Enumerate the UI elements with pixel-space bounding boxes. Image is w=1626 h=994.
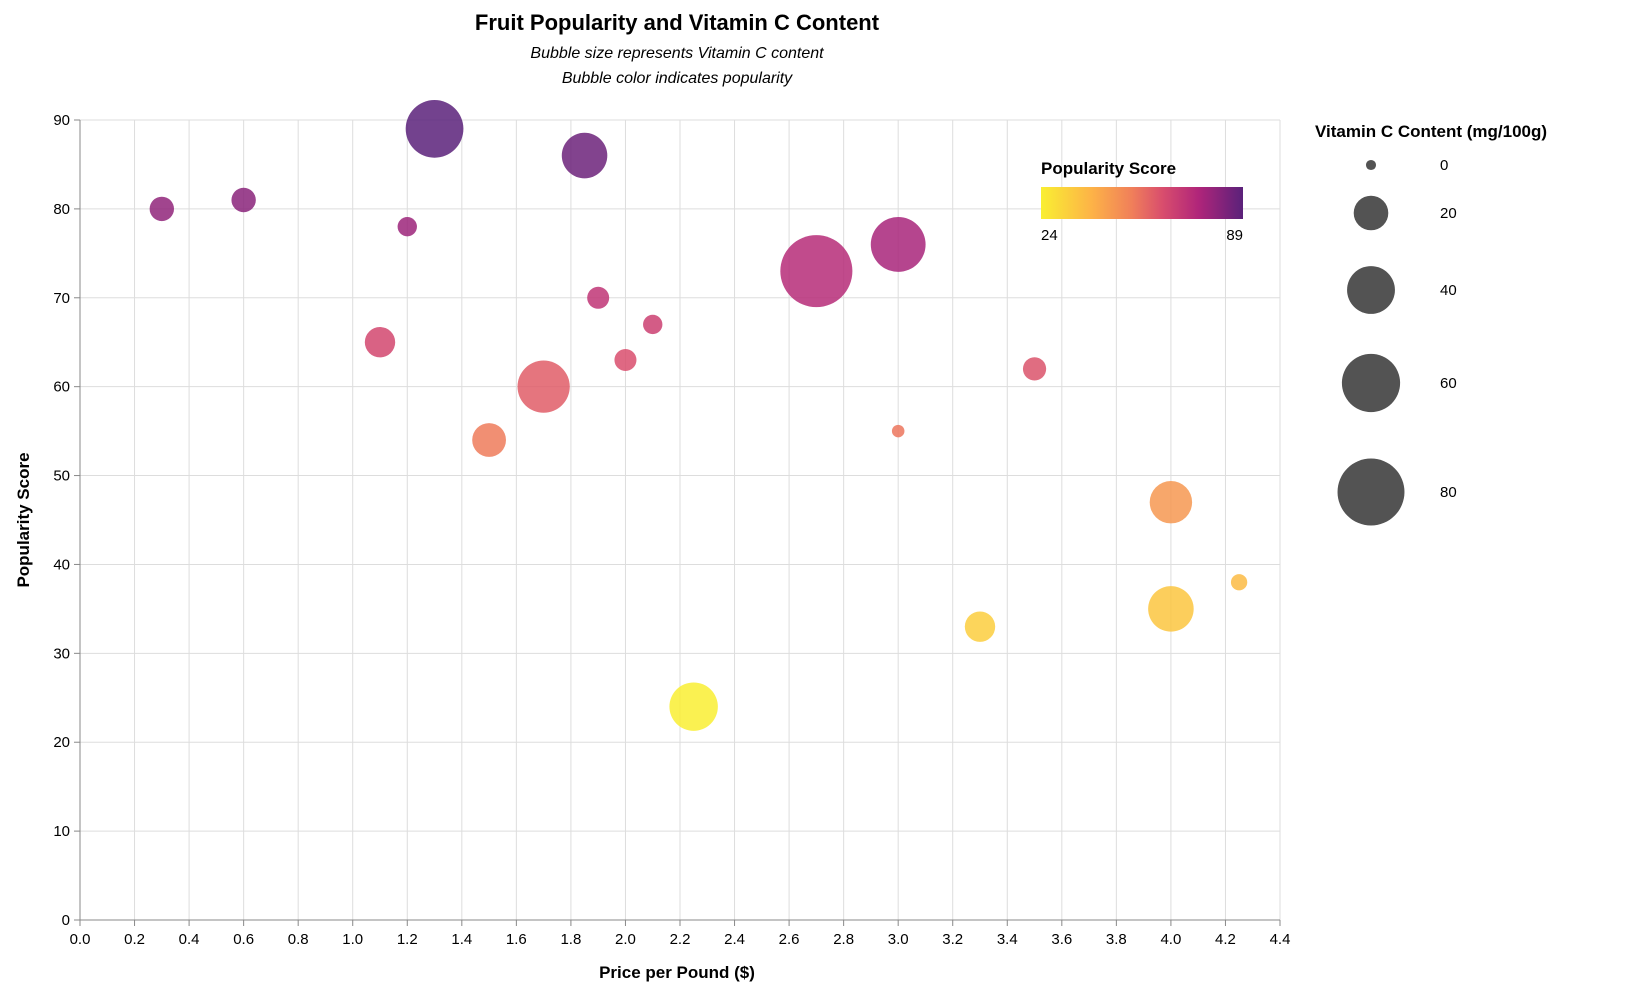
- x-tick-label: 4.2: [1215, 931, 1236, 948]
- x-gridlines: [79, 120, 1281, 920]
- size-legend: Vitamin C Content (mg/100g) 0 20 40 60 80: [1315, 122, 1547, 526]
- bubble-point: [149, 196, 175, 222]
- y-tick-label: 70: [53, 290, 70, 307]
- x-tick-label: 2.4: [724, 931, 745, 948]
- x-tick-label: 3.8: [1106, 931, 1127, 948]
- x-tick-label: 1.4: [451, 931, 472, 948]
- y-tick-label: 40: [53, 556, 70, 573]
- x-tick-label: 1.0: [342, 931, 363, 948]
- x-tick-label: 0.8: [288, 931, 309, 948]
- size-legend-bubble: [1365, 159, 1377, 171]
- x-tick-label: 4.0: [1160, 931, 1181, 948]
- chart-subtitle-line-1: Bubble size represents Vitamin C content: [530, 45, 824, 62]
- y-tick-label: 30: [53, 645, 70, 662]
- x-tick-label: 0.4: [179, 931, 200, 948]
- y-tick-label: 60: [53, 379, 70, 396]
- bubble-point: [1022, 357, 1047, 381]
- x-tick-label: 1.2: [397, 931, 418, 948]
- bubble-point: [1230, 574, 1248, 591]
- x-tick-label: 1.8: [560, 931, 581, 948]
- x-tick-label: 0.2: [124, 931, 145, 948]
- color-legend-gradient: [1041, 187, 1243, 219]
- y-tick-label: 80: [53, 201, 70, 218]
- size-legend-label: 20: [1440, 205, 1457, 222]
- y-tick-label: 50: [53, 468, 70, 485]
- size-legend-bubble: [1353, 195, 1389, 231]
- y-tick-label: 90: [53, 112, 70, 129]
- bubble-marks: [149, 100, 1248, 731]
- chart-subtitle-line-2: Bubble color indicates popularity: [562, 70, 793, 87]
- chart-title: Fruit Popularity and Vitamin C Content: [475, 10, 880, 35]
- x-tick-label: 2.0: [615, 931, 636, 948]
- x-tick-label: 3.2: [942, 931, 963, 948]
- bubble-point: [1149, 481, 1193, 524]
- x-tick-label: 2.2: [670, 931, 691, 948]
- bubble-point: [870, 217, 926, 272]
- bubble-point: [517, 360, 570, 413]
- y-tick-label: 10: [53, 823, 70, 840]
- x-tick-label: 0.0: [70, 931, 91, 948]
- x-tick-label: 3.6: [1051, 931, 1072, 948]
- bubble-point: [1148, 586, 1194, 632]
- bubble-point: [405, 100, 464, 158]
- x-axis-label: Price per Pound ($): [599, 963, 755, 982]
- x-tick-label: 3.0: [888, 931, 909, 948]
- color-legend-max-label: 89: [1226, 227, 1243, 244]
- size-legend-title: Vitamin C Content (mg/100g): [1315, 122, 1547, 141]
- color-legend-title: Popularity Score: [1041, 159, 1176, 178]
- bubble-point: [587, 286, 610, 309]
- bubble-point: [780, 235, 853, 308]
- size-legend-label: 0: [1440, 157, 1448, 174]
- y-tick-label: 20: [53, 734, 70, 751]
- x-axis-ticks: 0.0 0.2 0.4 0.6 0.8 1.0 1.2 1.4 1.6 1.8 2.0 2.2 2.4 2…: [70, 920, 1291, 948]
- color-legend-min-label: 24: [1041, 227, 1058, 244]
- size-legend-items: 0 20 40 60 80: [1337, 157, 1457, 526]
- bubble-point: [669, 682, 718, 731]
- bubble-point: [643, 314, 663, 335]
- size-legend-label: 80: [1440, 484, 1457, 501]
- bubble-point: [397, 216, 417, 237]
- y-axis-label: Popularity Score: [14, 452, 33, 587]
- size-legend-bubble: [1337, 458, 1405, 526]
- bubble-point: [891, 424, 905, 438]
- bubble-point: [364, 327, 396, 358]
- x-tick-label: 1.6: [506, 931, 527, 948]
- y-axis-ticks: 0 10 20 30 40 50 60 70 80 90: [53, 112, 80, 929]
- bubble-point: [561, 132, 608, 179]
- x-tick-label: 2.8: [833, 931, 854, 948]
- bubble-point: [472, 423, 506, 457]
- size-legend-bubble: [1341, 353, 1401, 413]
- color-legend: Popularity Score 24 89: [1041, 159, 1243, 244]
- bubble-point: [231, 187, 256, 213]
- x-tick-label: 2.6: [779, 931, 800, 948]
- bubble-point: [614, 348, 637, 372]
- size-legend-label: 60: [1440, 375, 1457, 392]
- x-tick-label: 4.4: [1270, 931, 1291, 948]
- size-legend-bubble: [1347, 266, 1395, 314]
- x-tick-label: 0.6: [233, 931, 254, 948]
- size-legend-label: 40: [1440, 282, 1457, 299]
- y-tick-label: 0: [62, 912, 70, 929]
- bubble-point: [964, 611, 996, 642]
- x-tick-label: 3.4: [997, 931, 1018, 948]
